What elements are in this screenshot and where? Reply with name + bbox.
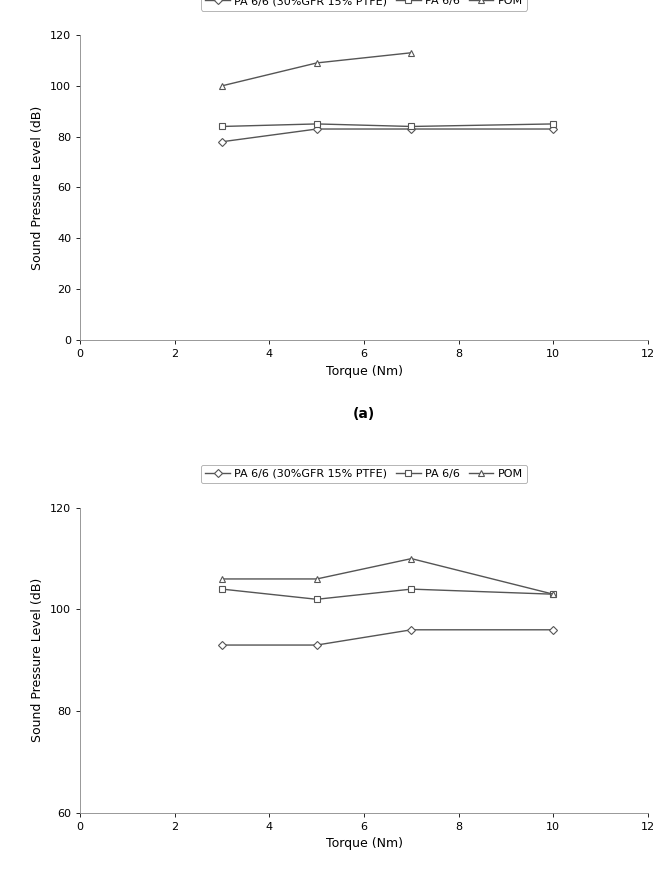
- Legend: PA 6/6 (30%GFR 15% PTFE), PA 6/6, POM: PA 6/6 (30%GFR 15% PTFE), PA 6/6, POM: [201, 464, 527, 483]
- X-axis label: Torque (Nm): Torque (Nm): [325, 364, 403, 378]
- X-axis label: Torque (Nm): Torque (Nm): [325, 837, 403, 850]
- Y-axis label: Sound Pressure Level (dB): Sound Pressure Level (dB): [31, 106, 45, 269]
- Legend: PA 6/6 (30%GFR 15% PTFE), PA 6/6, POM: PA 6/6 (30%GFR 15% PTFE), PA 6/6, POM: [201, 0, 527, 10]
- Text: (a): (a): [353, 407, 375, 421]
- Y-axis label: Sound Pressure Level (dB): Sound Pressure Level (dB): [31, 579, 45, 742]
